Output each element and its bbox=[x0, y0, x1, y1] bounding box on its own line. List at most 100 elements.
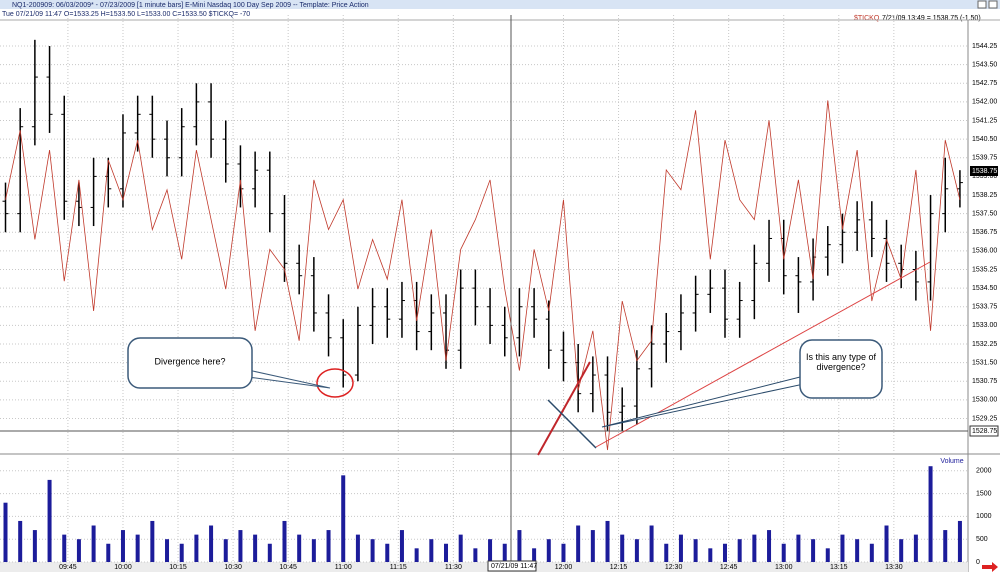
x-tick-label: 10:30 bbox=[224, 564, 242, 571]
volume-bar bbox=[150, 520, 155, 562]
volume-bar bbox=[399, 530, 404, 562]
y-tick-label: 2000 bbox=[976, 468, 992, 475]
trend-line bbox=[547, 399, 597, 449]
volume-bar bbox=[649, 525, 654, 562]
y-tick-label: 1542.75 bbox=[972, 80, 997, 87]
y-tick-label: 1534.50 bbox=[972, 285, 997, 292]
last-price: 1538.75 bbox=[972, 168, 997, 175]
y-tick-label: 1539.00 bbox=[972, 173, 997, 180]
volume-bar bbox=[120, 530, 125, 562]
y-tick-label: 1536.00 bbox=[972, 248, 997, 255]
readout-name: $TICKQ bbox=[854, 15, 880, 22]
y-tick-label: 1533.75 bbox=[972, 304, 997, 311]
x-tick-label: 11:30 bbox=[445, 564, 462, 571]
volume-bar bbox=[297, 534, 302, 562]
volume-bar bbox=[928, 466, 933, 562]
volume-bar bbox=[605, 520, 610, 562]
y-tick-label: 500 bbox=[976, 536, 988, 543]
window-button[interactable] bbox=[977, 0, 987, 9]
volume-bar bbox=[737, 539, 742, 562]
volume-bar bbox=[385, 543, 390, 562]
volume-bar bbox=[899, 539, 904, 562]
info-line: Tue 07/21/09 11:47 O=1533.25 H=1533.50 L… bbox=[2, 11, 250, 18]
volume-bar bbox=[135, 534, 140, 562]
y-tick-label: 1529.25 bbox=[972, 415, 997, 422]
volume-bar bbox=[311, 539, 316, 562]
volume-bar bbox=[576, 525, 581, 562]
y-tick-label: 1538.25 bbox=[972, 192, 997, 199]
volume-bar bbox=[444, 543, 449, 562]
volume-bar bbox=[811, 539, 816, 562]
callout bbox=[799, 339, 883, 399]
scroll-arrow[interactable] bbox=[982, 562, 998, 572]
trend-line bbox=[537, 361, 591, 456]
volume-bar bbox=[62, 534, 67, 562]
volume-bar bbox=[282, 520, 287, 562]
volume-bar bbox=[3, 502, 8, 562]
y-tick-label: 1540.50 bbox=[972, 136, 997, 143]
volume-bar bbox=[781, 543, 786, 562]
y-tick-label: 0 bbox=[976, 559, 980, 566]
last-price-box bbox=[970, 166, 998, 176]
title-bar bbox=[0, 0, 1000, 9]
x-tick-label: 10:00 bbox=[114, 564, 132, 571]
volume-bar bbox=[664, 543, 669, 562]
volume-bar bbox=[238, 530, 243, 562]
volume-bar bbox=[532, 548, 537, 562]
time-axis-strip bbox=[0, 562, 968, 572]
volume-bar bbox=[869, 543, 874, 562]
volume-bar bbox=[884, 525, 889, 562]
volume-bar bbox=[752, 534, 757, 562]
y-tick-label: 1539.75 bbox=[972, 155, 997, 162]
x-tick-label: 12:15 bbox=[610, 564, 628, 571]
y-tick-label: 1537.50 bbox=[972, 210, 997, 217]
callout-text-box: Is this any type of divergence? bbox=[806, 352, 876, 372]
window-button[interactable] bbox=[988, 0, 998, 9]
volume-bar bbox=[590, 530, 595, 562]
y-tick-label: 1000 bbox=[976, 513, 992, 520]
volume-bar bbox=[223, 539, 228, 562]
x-tick-label: 13:15 bbox=[830, 564, 848, 571]
volume-bar bbox=[76, 539, 81, 562]
crosshair-price: 1528.75 bbox=[972, 428, 997, 435]
tick-line bbox=[5, 100, 961, 451]
plot: 1544.25 1543.50 1542.75 1542.00 1541.25 1540.… bbox=[0, 15, 997, 571]
callout bbox=[127, 337, 253, 389]
volume-bar bbox=[106, 543, 111, 562]
y-tick-label: 1500 bbox=[976, 490, 992, 497]
volume-bar bbox=[708, 548, 713, 562]
volume-bar bbox=[165, 539, 170, 562]
x-tick-label: 11:00 bbox=[335, 564, 352, 571]
y-tick-label: 1532.25 bbox=[972, 341, 997, 348]
volume-bar bbox=[825, 548, 830, 562]
volume-bar bbox=[767, 530, 772, 562]
y-tick-label: 1531.50 bbox=[972, 359, 997, 366]
volume-bar bbox=[634, 539, 639, 562]
volume-bar bbox=[18, 520, 23, 562]
x-tick-label: 12:45 bbox=[720, 564, 738, 571]
x-tick-label: 09:45 bbox=[59, 564, 77, 571]
x-tick-label: 11:15 bbox=[390, 564, 407, 571]
volume-bar bbox=[796, 534, 801, 562]
window-title: NQ1-200909: 06/03/2009* - 07/23/2009 [1 … bbox=[12, 2, 369, 9]
x-tick-label: 13:00 bbox=[775, 564, 793, 571]
volume-bar bbox=[179, 543, 184, 562]
volume-bar bbox=[957, 520, 962, 562]
highlight-ellipse bbox=[316, 368, 354, 398]
y-tick-label: 1536.75 bbox=[972, 229, 997, 236]
volume-bar bbox=[458, 534, 463, 562]
volume-bar bbox=[517, 530, 522, 562]
volume-bar bbox=[561, 543, 566, 562]
y-tick-label: 1543.50 bbox=[972, 62, 997, 69]
volume-bar bbox=[943, 530, 948, 562]
x-tick-label: 13:30 bbox=[885, 564, 903, 571]
volume-bar bbox=[253, 534, 258, 562]
y-tick-label: 1544.25 bbox=[972, 43, 997, 50]
crosshair-price-box bbox=[969, 425, 999, 437]
volume-bar bbox=[620, 534, 625, 562]
x-tick-label: 10:15 bbox=[169, 564, 187, 571]
volume-bar bbox=[473, 548, 478, 562]
volume-bar bbox=[855, 539, 860, 562]
volume-bar bbox=[546, 539, 551, 562]
y-tick-label: 1542.00 bbox=[972, 99, 997, 106]
